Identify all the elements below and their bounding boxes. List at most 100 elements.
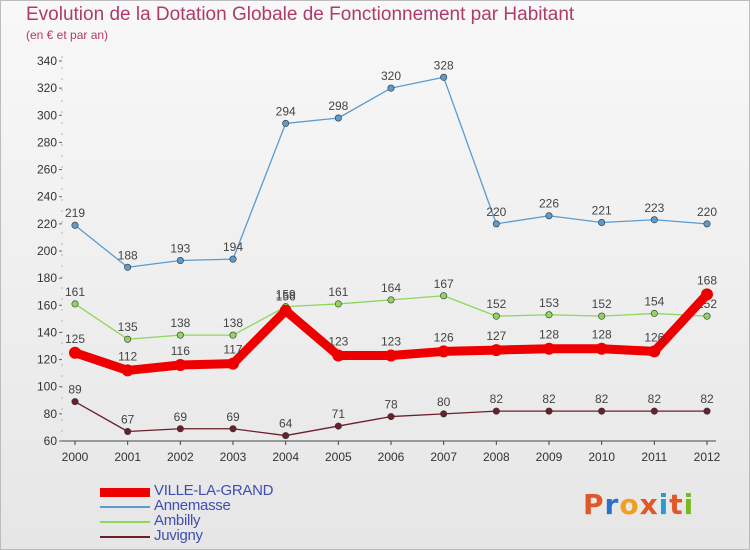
data-point [279,304,292,317]
data-label: 152 [592,297,612,311]
data-label: 164 [381,281,401,295]
data-label: 159 [276,288,296,302]
data-point [334,422,342,430]
data-label: 298 [328,99,348,113]
data-point [492,220,500,228]
data-point [282,432,290,440]
x-tick-label: 2002 [167,450,194,464]
data-label: 80 [437,395,451,409]
data-label: 194 [223,240,243,254]
x-tick-label: 2008 [483,450,510,464]
y-tick-label: 80 [44,407,58,421]
x-tick-label: 2003 [220,450,247,464]
data-label: 152 [486,297,506,311]
y-tick-label: 200 [37,244,57,258]
data-label: 116 [171,344,190,358]
data-label: 82 [542,392,556,406]
data-label: 161 [328,285,348,299]
data-point [595,342,608,355]
y-tick-label: 100 [37,380,57,394]
data-point [648,345,661,358]
legend-label: Ambilly [154,512,201,529]
data-label: 320 [381,69,401,83]
data-point [703,220,711,228]
y-tick-label: 280 [37,135,57,149]
data-label: 126 [644,330,664,344]
data-label: 221 [592,204,612,218]
y-tick-label: 340 [37,54,57,68]
data-point [176,331,184,339]
x-tick-label: 2009 [536,450,563,464]
data-point [71,300,79,308]
data-label: 82 [490,392,504,406]
data-label: 294 [276,104,296,118]
data-point [440,73,448,81]
data-point [124,263,132,271]
data-point [229,255,237,263]
data-label: 168 [697,273,717,287]
data-point [703,407,711,415]
data-point [229,425,237,433]
data-label: 123 [328,335,348,349]
data-point [282,119,290,127]
legend-swatch [100,487,150,497]
data-point [650,216,658,224]
data-point [124,335,132,343]
data-point [176,256,184,264]
data-point [703,312,711,320]
x-tick-label: 2012 [694,450,721,464]
x-tick-label: 2006 [378,450,405,464]
data-point [650,407,658,415]
data-label: 78 [384,398,398,412]
y-tick-label: 240 [37,190,57,204]
data-point [69,346,81,359]
data-point [701,288,713,301]
y-tick-label: 320 [37,81,57,95]
data-point [543,342,555,355]
legend-swatch [100,506,150,508]
data-label: 167 [434,277,454,291]
data-label: 135 [118,320,138,334]
y-tick-label: 160 [37,298,57,312]
data-label: 138 [223,316,243,330]
data-label: 82 [648,392,662,406]
data-label: 82 [595,392,609,406]
data-label: 64 [279,417,293,431]
data-point [124,427,132,435]
data-point [71,221,79,229]
x-tick-label: 2001 [114,450,141,464]
data-point [229,331,237,339]
data-point [387,296,395,304]
data-point [492,407,500,415]
x-tick-label: 2004 [272,450,299,464]
x-tick-label: 2005 [325,450,352,464]
data-label: 82 [700,392,714,406]
x-tick-label: 2000 [62,450,89,464]
data-label: 328 [434,58,454,72]
data-label: 219 [65,206,85,220]
data-label: 126 [434,330,454,344]
data-label: 127 [486,329,506,343]
legend-label: Juvigny [154,527,203,544]
x-tick-label: 2010 [588,450,615,464]
data-point [334,114,342,122]
y-tick-label: 120 [37,353,57,367]
data-point [545,407,553,415]
data-label: 188 [118,248,138,262]
y-tick-label: 180 [37,271,57,285]
data-point [71,398,79,406]
data-label: 193 [170,242,190,256]
data-label: 128 [592,328,612,342]
data-point [492,312,500,320]
legend-swatch [100,536,150,538]
data-label: 67 [121,413,135,427]
data-point [387,84,395,92]
data-point [385,349,397,362]
data-point [332,349,345,362]
data-label: 117 [223,343,242,357]
data-label: 220 [697,205,717,219]
data-label: 161 [65,285,85,299]
data-label: 220 [486,205,506,219]
